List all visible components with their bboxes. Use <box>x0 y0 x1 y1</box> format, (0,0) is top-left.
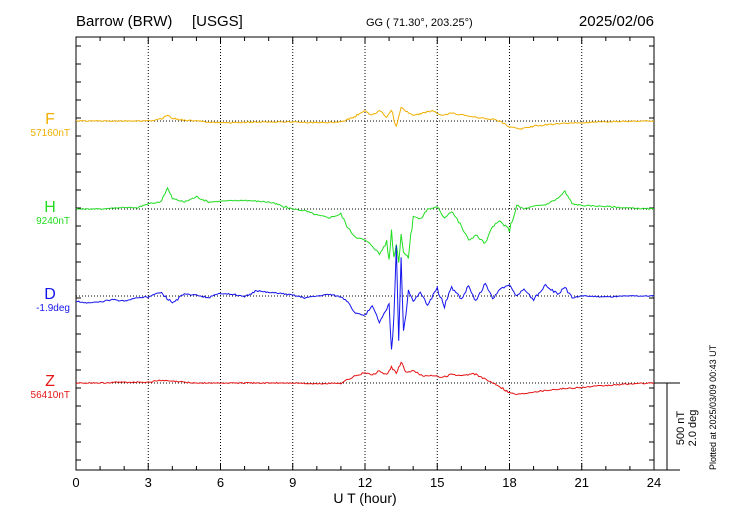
scale-bar: 500 nT 2.0 deg <box>654 382 699 471</box>
x-tick-label: 24 <box>647 475 661 490</box>
plotted-at-note: Plotted at 2025/03/09 00:43 UT <box>708 344 718 470</box>
series-baseline-d: -1.9deg <box>36 303 70 314</box>
x-tick-label: 15 <box>430 475 444 490</box>
series-name-d: D <box>44 286 56 303</box>
scale-bar-label-nt: 500 nT <box>675 411 687 446</box>
series-name-z: Z <box>45 373 55 390</box>
trace-z <box>75 361 655 396</box>
x-tick-label: 21 <box>575 475 589 490</box>
series-name-h: H <box>44 199 56 216</box>
series-baseline-h: 9240nT <box>36 216 70 227</box>
x-tick-label: 18 <box>502 475 516 490</box>
x-tick-labels: 0 3 6 9 12 15 18 21 24 <box>72 475 661 490</box>
x-tick-label: 0 <box>72 475 79 490</box>
coords-label: GG ( 71.30°, 203.25°) <box>366 17 473 29</box>
date-label: 2025/02/06 <box>579 13 654 30</box>
grid-lines <box>147 37 583 470</box>
baselines <box>76 120 654 384</box>
x-tick-label: 9 <box>289 475 296 490</box>
trace-h <box>76 186 655 263</box>
axis-ticks <box>75 37 655 470</box>
trace-d <box>76 245 655 350</box>
trace-f <box>75 106 655 131</box>
station-title: Barrow (BRW) <box>76 13 172 30</box>
x-tick-label: 3 <box>145 475 152 490</box>
series-baseline-f: 57160nT <box>31 128 70 139</box>
x-axis-label: U T (hour) <box>333 490 396 506</box>
scale-bar-label-deg: 2.0 deg <box>687 410 699 447</box>
data-traces <box>75 106 655 396</box>
x-tick-label: 6 <box>217 475 224 490</box>
source-label: [USGS] <box>192 13 243 30</box>
series-baseline-z: 56410nT <box>31 390 70 401</box>
series-name-f: F <box>45 111 55 128</box>
x-tick-label: 12 <box>358 475 372 490</box>
